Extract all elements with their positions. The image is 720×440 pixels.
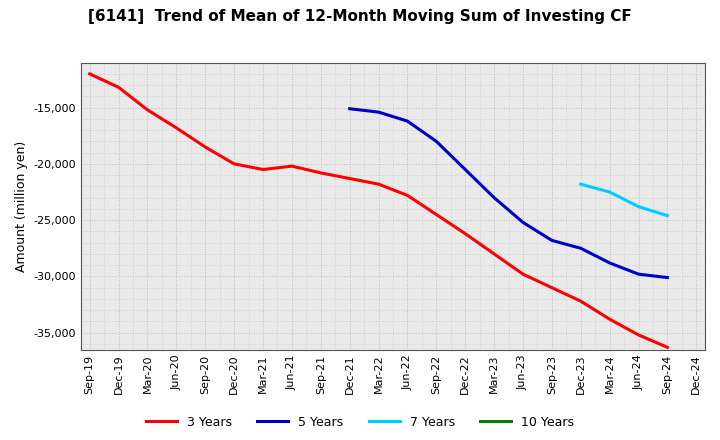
3 Years — [374, 182, 383, 187]
5 Years — [490, 195, 498, 200]
3 Years — [258, 167, 267, 172]
3 Years — [403, 193, 412, 198]
7 Years — [606, 189, 614, 194]
3 Years — [663, 345, 672, 350]
3 Years — [86, 71, 94, 77]
Legend: 3 Years, 5 Years, 7 Years, 10 Years: 3 Years, 5 Years, 7 Years, 10 Years — [141, 411, 579, 434]
Line: 7 Years: 7 Years — [581, 184, 667, 216]
5 Years — [432, 139, 441, 144]
5 Years — [346, 106, 354, 111]
3 Years — [548, 285, 557, 290]
5 Years — [606, 260, 614, 266]
3 Years — [518, 271, 527, 277]
5 Years — [663, 275, 672, 280]
5 Years — [634, 271, 643, 277]
3 Years — [114, 85, 123, 90]
3 Years — [287, 164, 296, 169]
3 Years — [490, 251, 498, 257]
7 Years — [634, 204, 643, 209]
3 Years — [634, 332, 643, 337]
3 Years — [230, 161, 238, 166]
7 Years — [577, 182, 585, 187]
Line: 5 Years: 5 Years — [350, 109, 667, 278]
3 Years — [143, 107, 152, 113]
3 Years — [317, 170, 325, 176]
3 Years — [577, 299, 585, 304]
5 Years — [577, 246, 585, 251]
3 Years — [346, 176, 354, 181]
5 Years — [548, 238, 557, 243]
Line: 3 Years: 3 Years — [90, 74, 667, 347]
7 Years — [663, 213, 672, 218]
3 Years — [172, 125, 181, 131]
5 Years — [374, 110, 383, 115]
3 Years — [432, 212, 441, 217]
3 Years — [201, 144, 210, 150]
Y-axis label: Amount (million yen): Amount (million yen) — [15, 140, 28, 272]
5 Years — [518, 220, 527, 225]
3 Years — [461, 231, 469, 236]
5 Years — [461, 167, 469, 172]
5 Years — [403, 118, 412, 124]
Text: [6141]  Trend of Mean of 12-Month Moving Sum of Investing CF: [6141] Trend of Mean of 12-Month Moving … — [88, 9, 632, 24]
3 Years — [606, 316, 614, 322]
